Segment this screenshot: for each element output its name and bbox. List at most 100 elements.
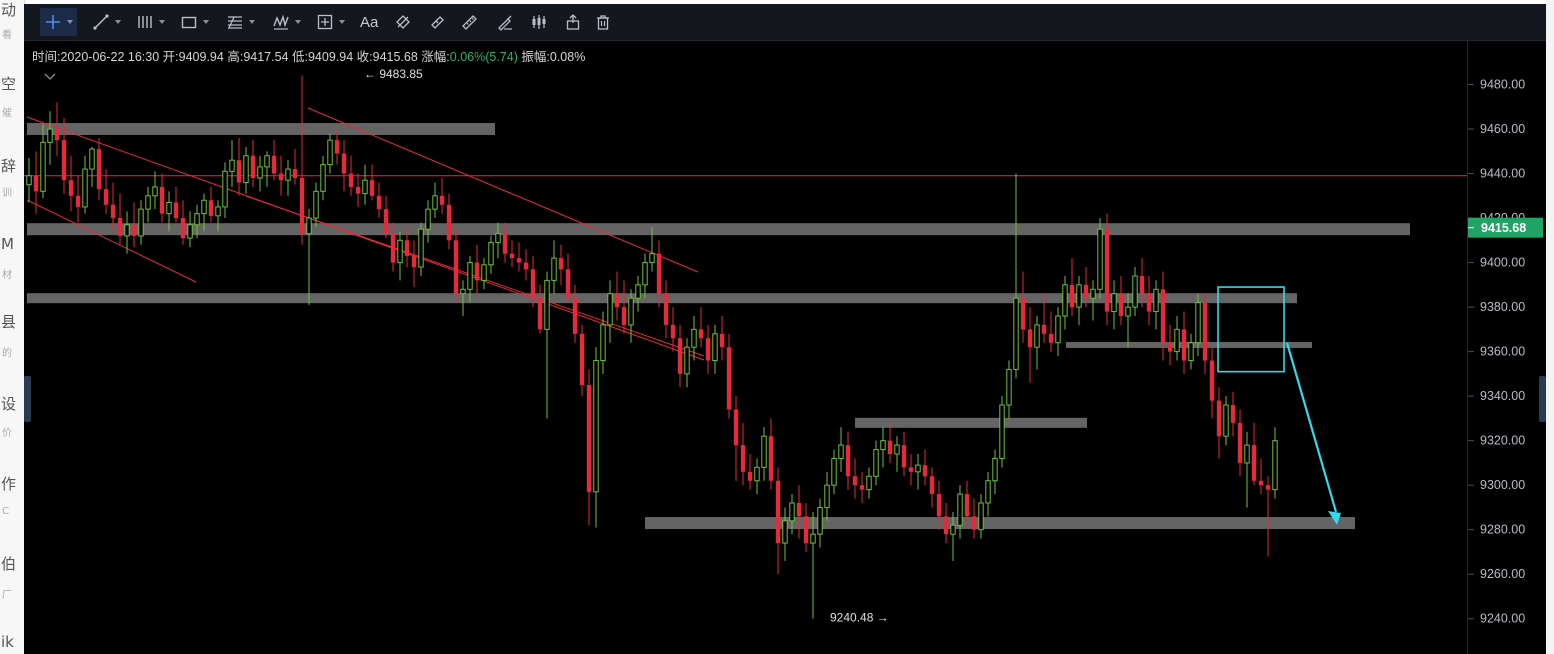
candle-body bbox=[810, 533, 816, 544]
change-value: 0.06%(5.74) bbox=[449, 50, 518, 64]
candle-body bbox=[852, 476, 858, 486]
vertical-lines-tool[interactable] bbox=[132, 8, 169, 36]
line-tool[interactable] bbox=[88, 8, 125, 36]
candle-body bbox=[1188, 342, 1194, 362]
candle-body bbox=[635, 284, 641, 299]
candle-body bbox=[789, 502, 795, 522]
candle-body bbox=[320, 164, 326, 192]
candle-body bbox=[957, 493, 963, 526]
candle-body bbox=[33, 175, 39, 192]
candle-body bbox=[719, 333, 725, 348]
candle-body bbox=[523, 262, 529, 270]
candle-body bbox=[1111, 293, 1117, 313]
crosshair-tool[interactable] bbox=[40, 8, 77, 36]
price-axis-label: 9320.00 bbox=[1480, 434, 1525, 448]
candle-body bbox=[26, 175, 32, 186]
candle-body bbox=[215, 206, 221, 217]
candle-body bbox=[740, 445, 746, 472]
hide-drawings-tool[interactable] bbox=[390, 8, 416, 36]
candle-body bbox=[376, 195, 382, 210]
dropdown-caret-icon[interactable] bbox=[249, 20, 255, 24]
magnet-tool[interactable] bbox=[424, 8, 450, 36]
candle-body bbox=[40, 141, 46, 192]
candles-icon bbox=[532, 15, 546, 29]
price-axis-label: 9400.00 bbox=[1480, 256, 1525, 270]
dropdown-caret-icon[interactable] bbox=[203, 20, 209, 24]
candle-body bbox=[495, 233, 501, 244]
open-label: 开: bbox=[162, 50, 179, 64]
time-label: 时间: bbox=[32, 50, 61, 64]
candle-body bbox=[943, 516, 949, 535]
right-panel-handle[interactable] bbox=[1539, 376, 1546, 422]
candle-body bbox=[922, 465, 928, 477]
candle-body bbox=[1174, 328, 1180, 353]
brush-tool[interactable] bbox=[492, 8, 518, 36]
wave-tool[interactable] bbox=[268, 8, 305, 36]
candle-body bbox=[831, 457, 837, 486]
candle-body bbox=[313, 190, 319, 219]
candle-body bbox=[1202, 302, 1208, 361]
diagonal-line-icon bbox=[93, 14, 109, 30]
close-value: 9415.68 bbox=[372, 50, 418, 64]
candle-body bbox=[124, 224, 130, 237]
left-panel-handle[interactable] bbox=[24, 376, 31, 422]
candle-body bbox=[1146, 293, 1152, 312]
candle-body bbox=[229, 159, 235, 172]
candle-body bbox=[985, 480, 991, 504]
candle-body bbox=[684, 346, 690, 375]
lock-tool[interactable] bbox=[560, 8, 586, 36]
candle-body bbox=[152, 186, 158, 197]
candle-body bbox=[82, 168, 88, 208]
candle-body bbox=[54, 129, 60, 141]
candle-body bbox=[761, 435, 767, 468]
text-tool[interactable]: Aa bbox=[356, 8, 382, 36]
candlestick-chart[interactable]: ← 9483.85 9240.48 → 9480.00 9460.00 9440.00 9… bbox=[24, 40, 1546, 654]
measure-tool[interactable] bbox=[312, 8, 349, 36]
price-axis-label: 9240.00 bbox=[1480, 612, 1525, 626]
candle-body bbox=[509, 253, 515, 259]
candle-body bbox=[894, 444, 900, 455]
candle-body bbox=[117, 218, 123, 236]
candle-body bbox=[481, 264, 487, 281]
candle-body bbox=[103, 189, 109, 205]
candle-body bbox=[558, 258, 564, 270]
collapse-chevron-icon[interactable] bbox=[44, 70, 56, 84]
candle-tool[interactable] bbox=[526, 8, 552, 36]
candle-body bbox=[1062, 284, 1068, 317]
channel-lower-line bbox=[26, 199, 197, 283]
fib-tool[interactable] bbox=[222, 8, 259, 36]
dropdown-caret-icon[interactable] bbox=[295, 20, 301, 24]
candle-body bbox=[572, 298, 578, 334]
annotation-arrow-head bbox=[1328, 511, 1341, 526]
candle-body bbox=[642, 262, 648, 286]
dropdown-caret-icon[interactable] bbox=[115, 20, 121, 24]
chart-window: Aa 时间:2020-06-22 16:30 开:9409.94 高:9417.… bbox=[24, 4, 1546, 654]
dropdown-caret-icon[interactable] bbox=[67, 20, 73, 24]
candle-body bbox=[544, 279, 550, 330]
candle-body bbox=[1251, 445, 1257, 481]
dropdown-caret-icon[interactable] bbox=[159, 20, 165, 24]
candle-body bbox=[775, 480, 781, 544]
candle-body bbox=[1160, 289, 1166, 343]
time-value: 2020-06-22 16:30 bbox=[60, 50, 160, 64]
candle-body bbox=[1132, 275, 1138, 308]
candle-body bbox=[705, 338, 711, 361]
candle-body bbox=[782, 520, 788, 544]
candle-body bbox=[348, 173, 354, 187]
candle-body bbox=[369, 180, 375, 196]
candle-body bbox=[1041, 324, 1047, 334]
candle-body bbox=[404, 240, 410, 256]
last-price-tag bbox=[1467, 217, 1543, 238]
candle-body bbox=[180, 218, 186, 239]
candle-body bbox=[691, 328, 697, 348]
drawing-toolbar: Aa bbox=[24, 4, 1546, 41]
candle-body bbox=[908, 467, 914, 472]
dropdown-caret-icon[interactable] bbox=[339, 20, 345, 24]
price-axis-label: 9360.00 bbox=[1480, 345, 1525, 359]
candle-body bbox=[698, 329, 704, 339]
candle-body bbox=[397, 239, 403, 264]
ruler-tool[interactable] bbox=[456, 8, 482, 36]
delete-tool[interactable] bbox=[590, 8, 616, 36]
candle-body bbox=[89, 148, 95, 170]
rectangle-tool[interactable] bbox=[176, 8, 213, 36]
